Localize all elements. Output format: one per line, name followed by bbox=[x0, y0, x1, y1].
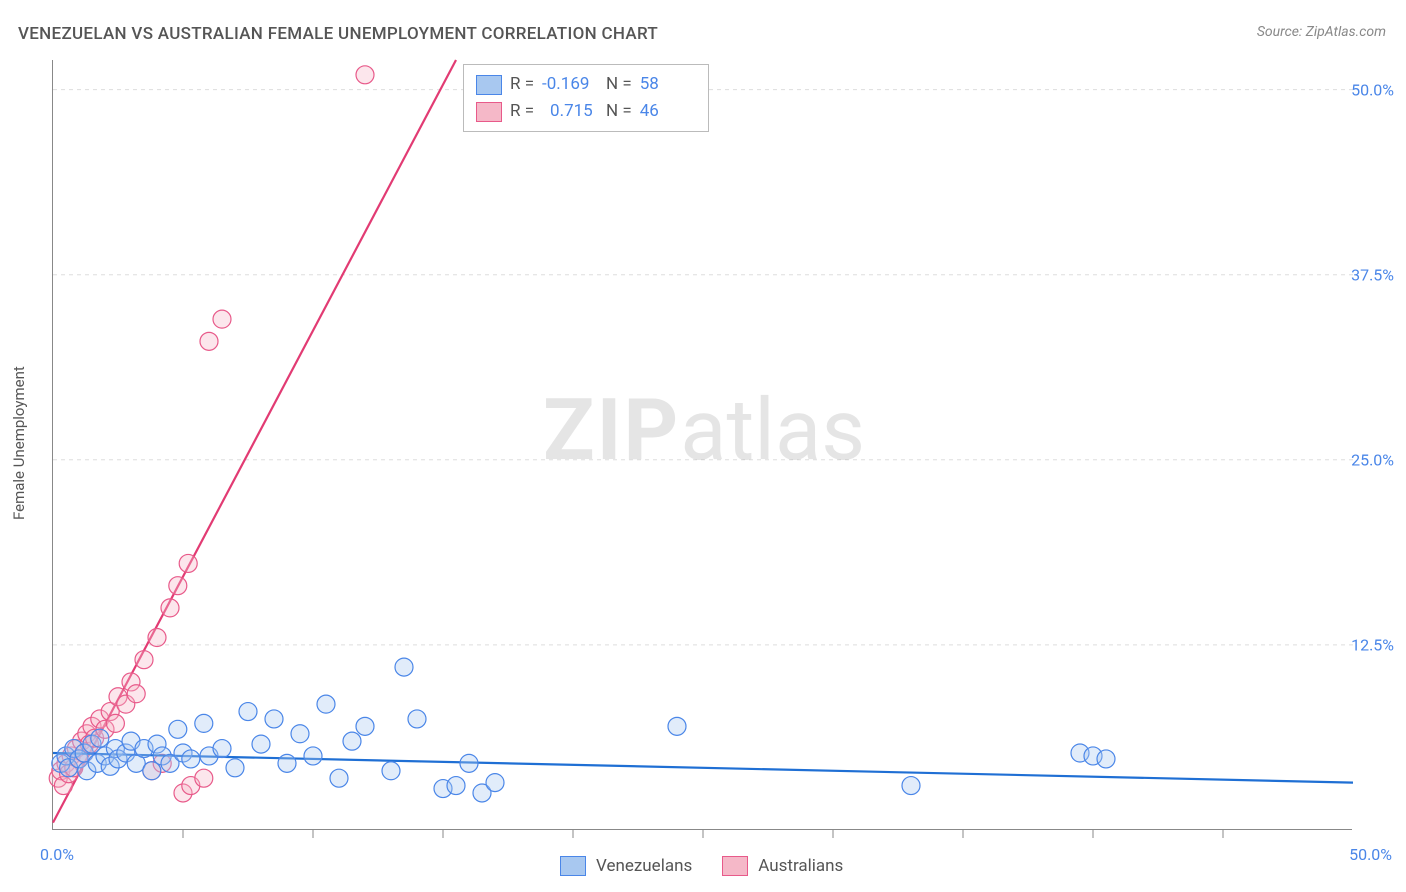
r-value-venezuelans: -0.169 bbox=[542, 71, 598, 98]
y-tick-label: 37.5% bbox=[1351, 265, 1394, 284]
legend-item-australians: Australians bbox=[722, 856, 843, 876]
x-tick-label: 0.0% bbox=[40, 845, 74, 864]
source-attribution: Source: ZipAtlas.com bbox=[1257, 24, 1386, 40]
x-tick-label: 50.0% bbox=[1349, 845, 1392, 864]
swatch-australians bbox=[476, 102, 502, 122]
legend-row-australians: R = 0.715 N = 46 bbox=[476, 98, 696, 125]
n-value-venezuelans: 58 bbox=[640, 71, 696, 98]
chart-plot-area: ZIPatlas R = -0.169 N = 58 R = 0.715 N =… bbox=[52, 60, 1352, 830]
r-label: R = bbox=[510, 71, 534, 98]
correlation-legend: R = -0.169 N = 58 R = 0.715 N = 46 bbox=[463, 64, 709, 132]
legend-label-venezuelans: Venezuelans bbox=[596, 856, 692, 876]
n-label: N = bbox=[606, 71, 632, 98]
n-label: N = bbox=[606, 98, 632, 125]
swatch-venezuelans-bottom bbox=[560, 856, 586, 876]
chart-svg bbox=[53, 60, 1352, 829]
legend-row-venezuelans: R = -0.169 N = 58 bbox=[476, 71, 696, 98]
r-value-australians: 0.715 bbox=[542, 98, 598, 125]
r-label: R = bbox=[510, 98, 534, 125]
n-value-australians: 46 bbox=[640, 98, 696, 125]
legend-label-australians: Australians bbox=[758, 856, 843, 876]
series-legend: Venezuelans Australians bbox=[560, 856, 843, 876]
y-axis-label: Female Unemployment bbox=[10, 366, 28, 520]
y-tick-label: 50.0% bbox=[1351, 80, 1394, 99]
y-tick-label: 12.5% bbox=[1351, 635, 1394, 654]
swatch-venezuelans bbox=[476, 75, 502, 95]
swatch-australians-bottom bbox=[722, 856, 748, 876]
chart-title: VENEZUELAN VS AUSTRALIAN FEMALE UNEMPLOY… bbox=[18, 24, 658, 44]
legend-item-venezuelans: Venezuelans bbox=[560, 856, 692, 876]
y-tick-label: 25.0% bbox=[1351, 450, 1394, 469]
